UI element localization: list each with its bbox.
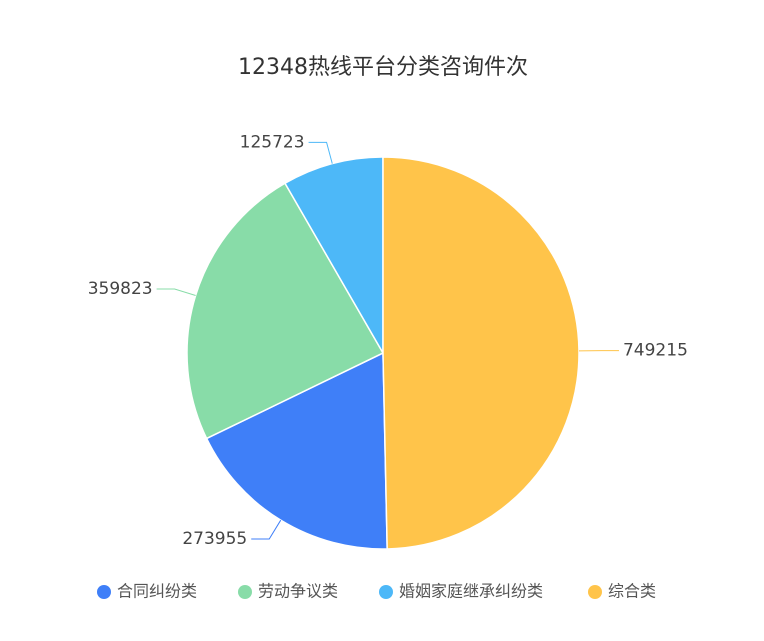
- data-label: 273955: [182, 529, 247, 549]
- legend-label: 劳动争议类: [258, 582, 338, 601]
- label-line: [156, 288, 196, 296]
- legend-marker: [238, 585, 252, 599]
- data-label: 359823: [88, 279, 153, 299]
- legend-label: 综合类: [608, 582, 656, 601]
- label-line: [251, 519, 282, 540]
- legend-marker: [97, 585, 111, 599]
- legend-label: 婚姻家庭继承纠纷类: [399, 582, 543, 601]
- legend-label: 合同纠纷类: [117, 582, 197, 601]
- label-line: [308, 141, 333, 164]
- data-label: 749215: [623, 341, 688, 361]
- pie-slice: [382, 156, 580, 550]
- pie-slice: [283, 156, 384, 356]
- pie-slice: [186, 182, 385, 440]
- pie-slice: [205, 351, 388, 550]
- legend-marker: [379, 585, 393, 599]
- chart-title: 12348热线平台分类咨询件次: [238, 55, 528, 80]
- data-label: 125723: [240, 132, 305, 152]
- legend-marker: [588, 585, 602, 599]
